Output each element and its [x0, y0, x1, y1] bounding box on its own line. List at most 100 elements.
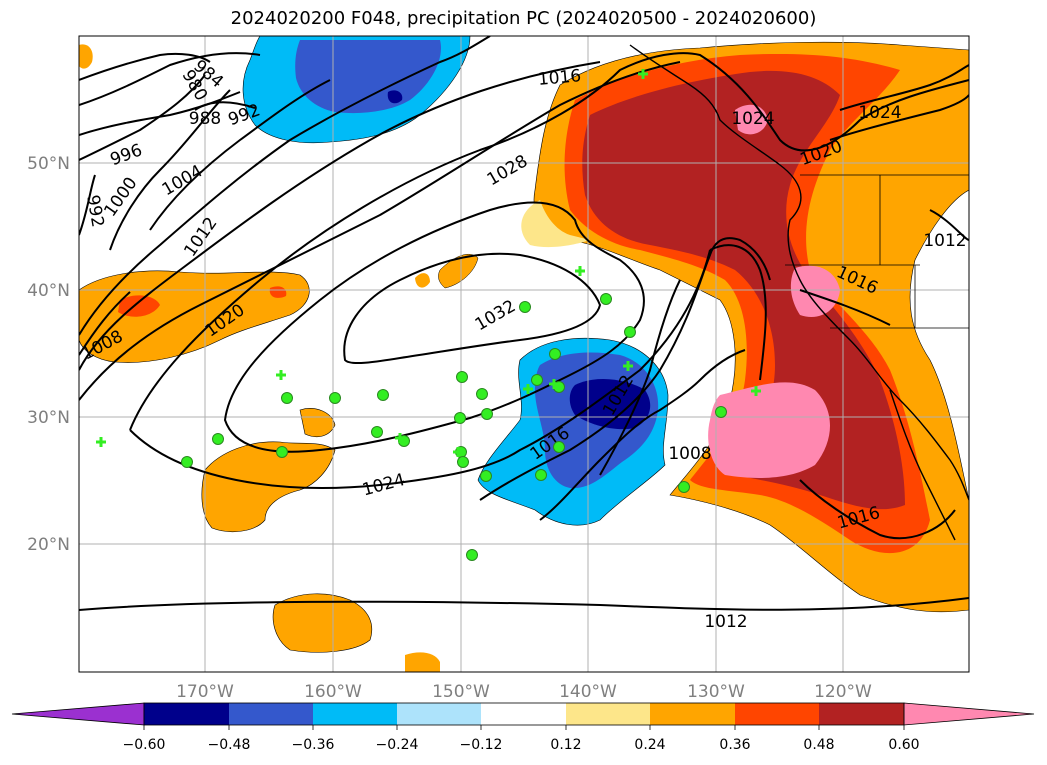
precip-field-south-2 [405, 652, 440, 672]
station-dot [457, 456, 469, 468]
isobars [79, 36, 969, 611]
station-dot [466, 549, 478, 561]
lat-label: 40°N [27, 281, 70, 301]
precip-field-patch-2 [415, 273, 430, 288]
colorbar-bin [313, 703, 397, 725]
lon-label: 150°W [432, 682, 490, 702]
station-dot [549, 348, 561, 360]
station-dot [181, 456, 193, 468]
station-markers [181, 293, 727, 561]
isobar-label: 1016 [537, 66, 582, 90]
precip-field-ne-yellow-edge [521, 200, 590, 248]
station-dot [715, 406, 727, 418]
isobar-980 [79, 52, 211, 81]
precip-field-ne-dark-red [582, 70, 905, 510]
station-dot [480, 470, 492, 482]
station-dot [454, 412, 466, 424]
colorbar-bin [481, 703, 566, 725]
isobar-label: 1024 [731, 109, 774, 129]
north-america-coastline [629, 44, 969, 501]
station-cross [453, 447, 463, 457]
station-dot [476, 388, 488, 400]
isobar-1012 [79, 36, 969, 611]
lon-label: 130°W [687, 682, 745, 702]
station-dot [678, 481, 690, 493]
precip-field-west-red-2 [269, 286, 287, 298]
colorbar-tick-label: 0.48 [803, 737, 834, 753]
station-dot [281, 392, 293, 404]
station-crosses [96, 69, 761, 457]
station-dot [624, 326, 636, 338]
colorbar-extend-low [11, 702, 145, 726]
colorbar-bin [229, 703, 313, 725]
colorbar-bin [566, 703, 650, 725]
colorbar-tick-label: −0.48 [208, 737, 251, 753]
colorbar-tick-label: 0.12 [550, 737, 581, 753]
longitude-labels: 170°W 160°W 150°W 140°W 130°W 120°W [176, 682, 872, 702]
lat-label: 20°N [27, 535, 70, 555]
colorbar-bin [397, 703, 481, 725]
isobar-1024 [129, 52, 969, 489]
isobar-label: 1024 [858, 103, 901, 123]
isobar-1016 [79, 61, 956, 540]
graticule [79, 36, 969, 672]
station-dot [481, 408, 493, 420]
map-frame [78, 35, 970, 673]
station-dot [519, 301, 531, 313]
positive-anomaly-fields [79, 41, 969, 672]
isobar-984 [79, 52, 261, 106]
latitude-labels: 20°N 30°N 40°N 50°N [27, 154, 70, 555]
precip-field-patch-1 [438, 254, 479, 289]
station-cross [276, 370, 286, 380]
colorbar-bin [650, 703, 735, 725]
lon-label: 160°W [304, 682, 362, 702]
isobar-label: 988 [189, 109, 221, 129]
station-dot [600, 293, 612, 305]
lat-label: 50°N [27, 154, 70, 174]
isobar-label: 1012 [704, 612, 747, 632]
colorbar-tick-label: −0.24 [376, 737, 419, 753]
colorbar-tick-label: 0.60 [888, 737, 919, 753]
isobar-1004 [149, 79, 331, 231]
station-dot [276, 446, 288, 458]
station-dot [212, 433, 224, 445]
precip-field-hawaii-ne [299, 408, 336, 437]
precip-field-ne-pink-north [790, 265, 840, 318]
colorbar-extend-high [903, 702, 1035, 726]
isobar-label: 1012 [923, 231, 966, 251]
station-cross [523, 384, 533, 394]
station-dot [377, 389, 389, 401]
station-dot [456, 371, 468, 383]
colorbar-frame [143, 702, 905, 726]
colorbar-tick-label: −0.60 [123, 737, 166, 753]
isobar-1000 [109, 89, 231, 251]
dry-field-north-core [295, 40, 441, 114]
station-dot [535, 469, 547, 481]
precip-field-patch-top-left [79, 44, 93, 69]
station-dot [553, 441, 565, 453]
isobar-1028 [223, 201, 645, 453]
colorbar-bin [144, 703, 229, 725]
colorbar-tick-label: 0.24 [634, 737, 665, 753]
station-cross [549, 379, 559, 389]
colorbar: −0.60 −0.48 −0.36 −0.24 −0.12 0.12 0.24 … [11, 702, 1035, 753]
colorbar-bin [819, 703, 904, 725]
lon-label: 120°W [814, 682, 872, 702]
isobar-1008 [79, 291, 746, 521]
state-borders [785, 174, 969, 329]
lon-label: 140°W [559, 682, 617, 702]
station-cross [751, 386, 761, 396]
lat-label: 30°N [27, 408, 70, 428]
station-cross [96, 437, 106, 447]
dry-field-north-dark [387, 90, 403, 104]
colorbar-tick-label: −0.36 [292, 737, 335, 753]
precip-field-hawaii [201, 441, 336, 533]
lon-label: 170°W [176, 682, 234, 702]
isobar-label: 1008 [668, 444, 711, 464]
isobar-988 [79, 91, 241, 136]
map-panel: 984 980 988 992 996 1000 1004 992 1012 1… [79, 36, 969, 672]
isobar-1020-west [79, 61, 767, 401]
colorbar-bin [735, 703, 819, 725]
colorbar-tick-label: 0.36 [719, 737, 750, 753]
